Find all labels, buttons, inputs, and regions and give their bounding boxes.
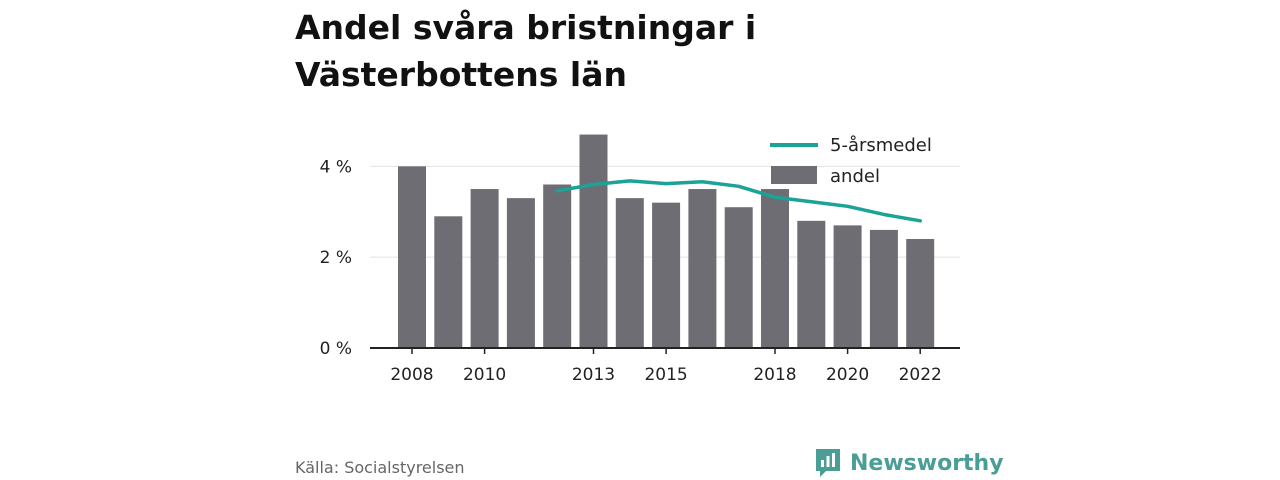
bar (652, 202, 681, 348)
x-tick-label: 2020 (826, 365, 869, 385)
bar (761, 189, 789, 348)
brand-logo: Newsworthy (814, 447, 1004, 479)
chart-title: Andel svåra bristningar i Västerbottens … (295, 8, 757, 94)
bar (434, 216, 463, 348)
x-tick-label: 2018 (753, 365, 796, 385)
x-tick-label: 2008 (390, 365, 433, 385)
axes: 0 % 2 % 4 % 2008 2010 2013 2015 2018 2020 2022 (320, 157, 960, 385)
bar (906, 239, 935, 348)
bar (470, 189, 499, 348)
x-tick-label: 2015 (644, 365, 687, 385)
bar (398, 166, 426, 348)
x-tick-label: 2010 (463, 365, 506, 385)
y-tick-label: 0 % (320, 339, 352, 359)
newsworthy-logo-icon (816, 449, 840, 477)
line-5-arsmedel (555, 179, 922, 223)
bars (398, 134, 935, 348)
bar (543, 184, 572, 348)
bar (506, 198, 535, 348)
legend-label-5-arsmedel: 5-årsmedel (830, 135, 932, 156)
x-tick-label: 2013 (572, 365, 615, 385)
bar (869, 229, 898, 348)
bar (833, 225, 862, 348)
bar (579, 134, 608, 348)
bar (724, 207, 753, 348)
y-tick-label: 2 % (320, 248, 352, 268)
legend-swatch-andel (771, 166, 817, 184)
legend-label-andel: andel (830, 166, 880, 187)
legend: 5-årsmedel andel (770, 135, 932, 187)
x-tick-label: 2022 (899, 365, 942, 385)
line-series (555, 179, 922, 223)
bar (688, 189, 717, 348)
y-tick-label: 4 % (320, 157, 352, 177)
brand-name: Newsworthy (850, 450, 1004, 476)
source-note: Källa: Socialstyrelsen (295, 458, 465, 477)
bar (797, 220, 826, 348)
bar (615, 198, 644, 348)
